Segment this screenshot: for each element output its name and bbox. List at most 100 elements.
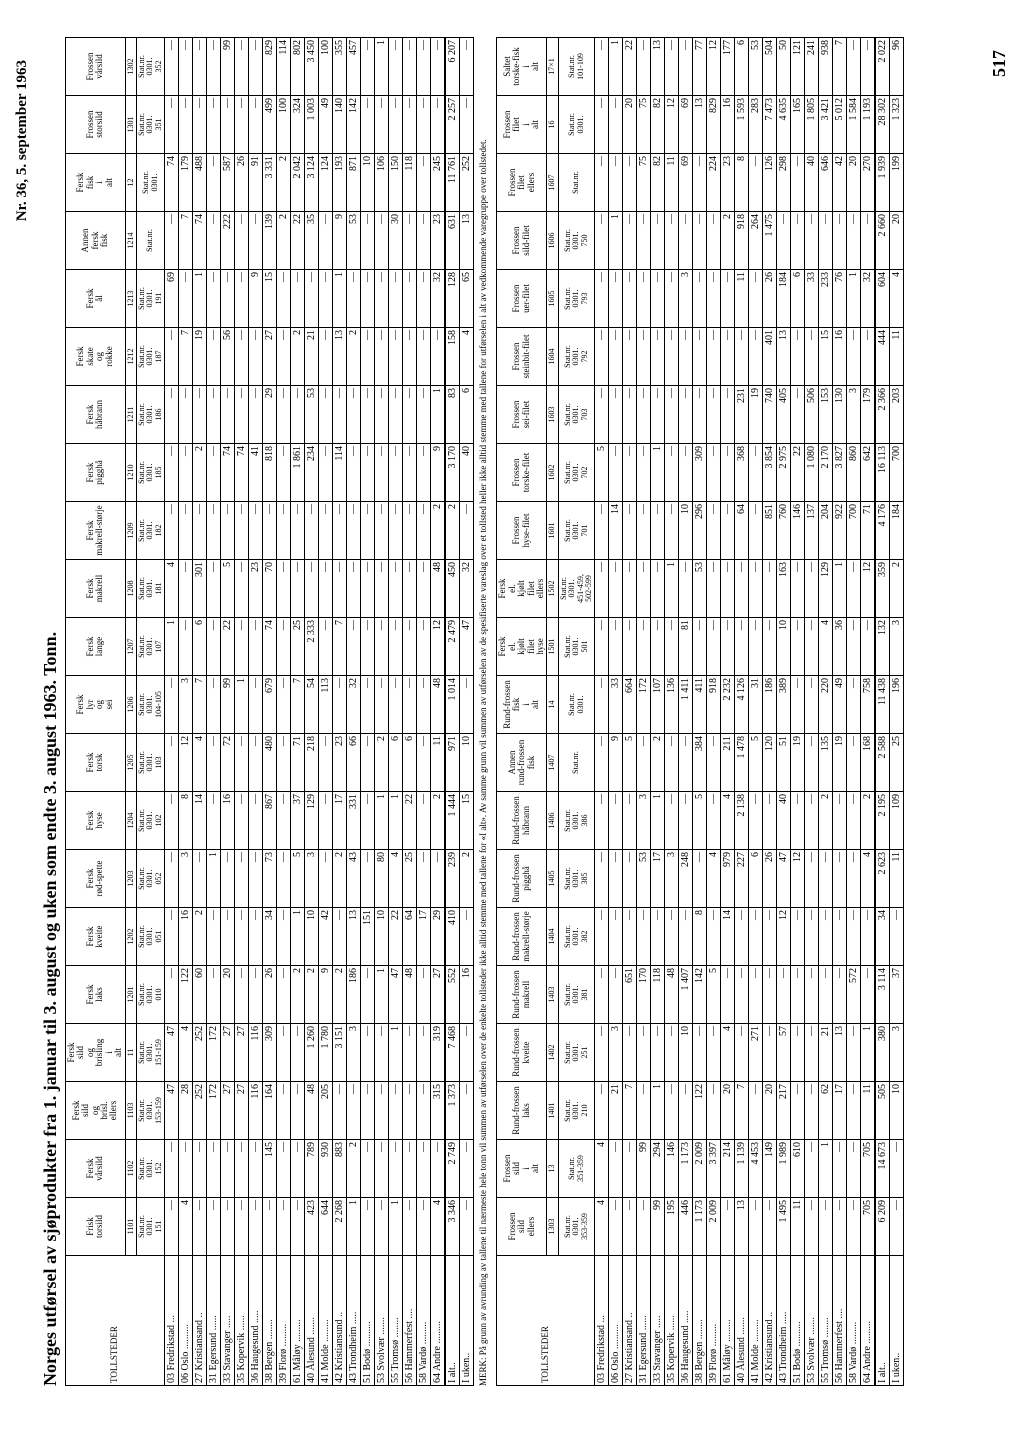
cell: 20 (847, 154, 861, 212)
table-row: 43 Trondheim .....1 4951 98921757—124740… (777, 38, 791, 1386)
cell: — (333, 676, 347, 734)
cell: 137 (805, 502, 819, 560)
cell: 26 (763, 270, 777, 328)
cell: — (623, 270, 637, 328)
cell: — (221, 386, 235, 444)
cell: — (333, 1082, 347, 1140)
cell: — (389, 38, 403, 96)
cell: 1 173 (679, 1140, 693, 1198)
cell: — (805, 560, 819, 618)
cell: 3 397 (707, 1140, 721, 1198)
cell: 4 (193, 734, 207, 792)
col-header: Frossenhyse-filet (497, 502, 547, 560)
cell: — (207, 328, 221, 386)
cell: — (595, 618, 609, 676)
cell: — (791, 328, 805, 386)
cell: 34 (263, 908, 277, 966)
cell: — (277, 386, 291, 444)
cell: — (375, 444, 389, 502)
cell: — (361, 1082, 375, 1140)
cell: — (291, 1082, 305, 1140)
cell: 7 (333, 618, 347, 676)
cell: — (417, 1024, 431, 1082)
cell: 71 (291, 734, 305, 792)
cell: 4 (595, 1198, 609, 1256)
col-header: Frossensildellers (497, 1198, 547, 1256)
cell: — (417, 1140, 431, 1198)
cell: — (637, 502, 651, 560)
cell: 49 (833, 676, 847, 734)
row-label: 55 Tromsø ........ (389, 1256, 403, 1386)
cell: — (263, 1198, 277, 1256)
cell: — (431, 1140, 446, 1198)
cell: — (277, 850, 291, 908)
table-row: 40 Ålesund .......423789481 260210312921… (305, 38, 319, 1386)
cell: — (623, 850, 637, 908)
cell: — (861, 212, 876, 270)
cell: 271 (749, 1024, 763, 1082)
cell: — (637, 560, 651, 618)
cell: — (361, 386, 375, 444)
cell: — (847, 734, 861, 792)
col-header: Ferskfiskialt (66, 154, 126, 212)
cell: — (403, 502, 417, 560)
cell: — (207, 386, 221, 444)
cell: — (833, 850, 847, 908)
cell: — (277, 618, 291, 676)
cell: — (791, 908, 805, 966)
cell: — (319, 212, 333, 270)
cell: 867 (263, 792, 277, 850)
cell: — (207, 966, 221, 1024)
cell: — (235, 792, 249, 850)
cell: 36 (833, 618, 847, 676)
row-label: 56 Hammerfest .... (403, 1256, 417, 1386)
cell: 3 827 (833, 444, 847, 502)
cell: — (637, 212, 651, 270)
row-label: 53 Svolvær ....... (375, 1256, 389, 1386)
cell: 646 (819, 154, 833, 212)
cell: — (347, 502, 361, 560)
cell: 25 (403, 850, 417, 908)
cell: — (291, 502, 305, 560)
cell: — (637, 38, 651, 96)
cell: 2 (193, 444, 207, 502)
cell: 15 (263, 270, 277, 328)
cell: — (361, 734, 375, 792)
cell: — (319, 270, 333, 328)
cell: 8 (735, 154, 749, 212)
cell: 186 (763, 676, 777, 734)
cell: — (277, 1140, 291, 1198)
cell: 248 (679, 850, 693, 908)
cell: 918 (707, 676, 721, 734)
col-header: Ferskhyse (66, 792, 126, 850)
cell: 10 (305, 908, 319, 966)
cell: — (403, 560, 417, 618)
cell: 211 (721, 734, 735, 792)
cell: 389 (777, 676, 791, 734)
cell: — (417, 734, 431, 792)
cell: — (193, 850, 207, 908)
cell: — (735, 618, 749, 676)
cell: 587 (221, 154, 235, 212)
cell: — (833, 966, 847, 1024)
cell: 2 009 (707, 1198, 721, 1256)
cell: — (707, 386, 721, 444)
cell: — (193, 502, 207, 560)
cell: 142 (347, 96, 361, 154)
cell: 186 (347, 966, 361, 1024)
cell: — (679, 386, 693, 444)
cell: 922 (833, 502, 847, 560)
cell: — (207, 734, 221, 792)
cell: — (165, 676, 179, 734)
cell: 21 (609, 1082, 623, 1140)
row-label: 03 Fredrikstad ... (595, 1256, 609, 1386)
table-row: 06 Oslo ..........——213————933——14————1—… (609, 38, 623, 1386)
cell: 12 (665, 96, 679, 154)
cell: — (417, 212, 431, 270)
cell: — (179, 96, 193, 154)
cell: — (417, 1082, 431, 1140)
cell: 26 (763, 850, 777, 908)
cell: — (609, 444, 623, 502)
cell: — (221, 908, 235, 966)
cell: — (595, 908, 609, 966)
